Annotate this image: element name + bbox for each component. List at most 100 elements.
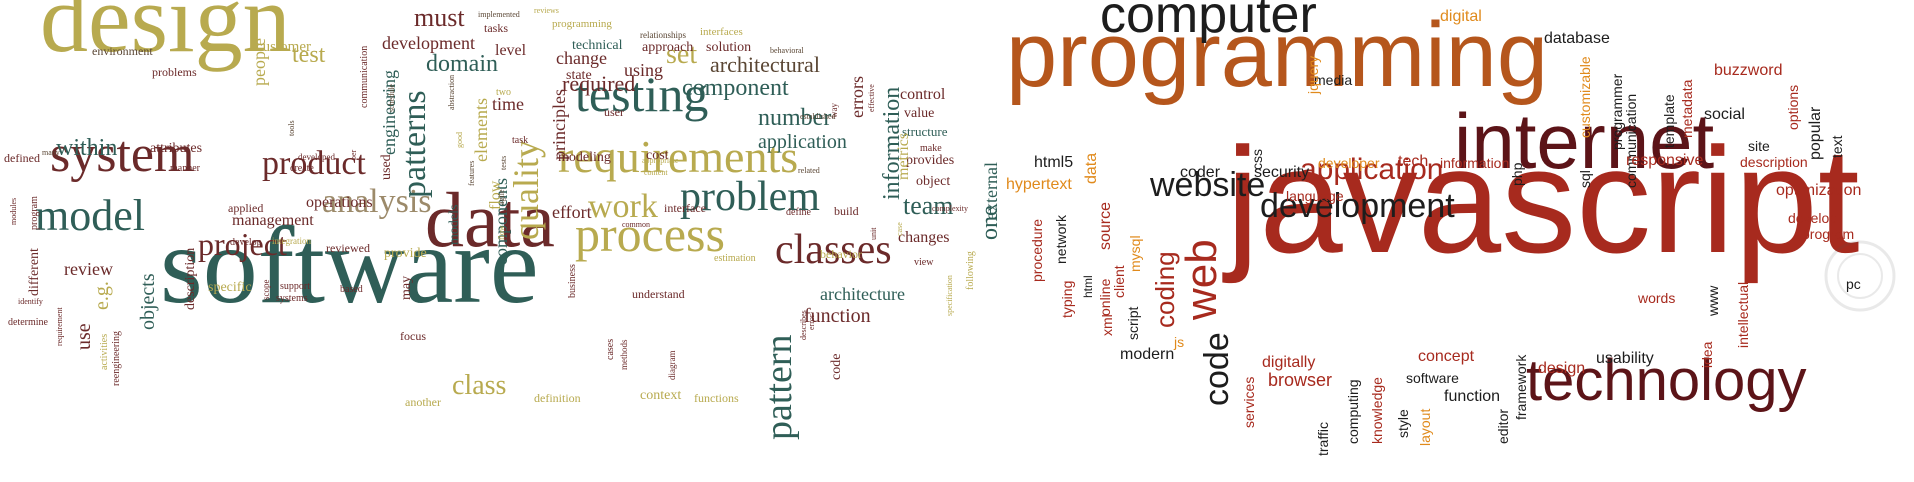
word-two: two [496, 86, 511, 98]
word-problem: problem [680, 173, 820, 220]
word-features: features [467, 160, 476, 186]
word-digitally: digitally [1262, 353, 1316, 371]
word-time: time [492, 94, 524, 115]
word-xml: xml [1099, 314, 1115, 336]
word-management: management [232, 211, 314, 229]
word-classes: classes [775, 226, 892, 273]
word-related: related [798, 166, 820, 176]
word-environment: environment [92, 44, 153, 59]
word-provide: provide [384, 245, 427, 261]
word-systems: systems [276, 292, 308, 304]
word-cost: cost [646, 147, 669, 163]
word-solution: solution [706, 39, 752, 55]
word-defined: defined [4, 151, 40, 166]
word-developed: developed [298, 151, 335, 162]
word-customer: customer [256, 38, 311, 55]
word-application: application [1300, 153, 1444, 187]
word-layout: layout [1417, 408, 1433, 446]
word-elements: elements [471, 98, 491, 162]
word-modern: modern [1120, 345, 1175, 363]
word-review: review [64, 259, 113, 280]
word-development: development [1260, 187, 1455, 226]
word-flow: flow [497, 225, 506, 240]
word-many: many [42, 148, 60, 158]
word-used: used [379, 154, 394, 180]
word-requirements: requirements [558, 131, 799, 183]
word-program: program [1802, 225, 1855, 242]
word-buzzword: buzzword [1714, 61, 1783, 79]
word-architectural: architectural [710, 51, 820, 77]
word-template: template [1661, 94, 1677, 148]
word-state: state [566, 67, 592, 83]
word-tools: tools [287, 120, 296, 136]
word-estimation: estimation [714, 252, 756, 264]
word-metadata: metadata [1679, 79, 1695, 138]
word-pattern: pattern [758, 334, 800, 440]
word-effective: effective [867, 84, 876, 112]
word-browser: browser [1268, 370, 1333, 391]
word-reviews: reviews [534, 6, 559, 16]
word-change: change [556, 48, 607, 69]
word-use: use [73, 323, 95, 350]
word-intellectual: intellectual [1735, 281, 1751, 348]
word-models: models [447, 204, 462, 245]
word-mysql: mysql [1127, 235, 1143, 272]
word-error: error [807, 314, 816, 330]
word-changes: changes [898, 228, 950, 246]
word-e-g-: e.g. [91, 281, 113, 310]
word-describes: describes [799, 310, 808, 340]
word-attributes: attributes [150, 140, 203, 156]
word-reengineering: reengineering [111, 331, 122, 386]
word-errors: errors [847, 76, 867, 118]
word-online: online [1097, 278, 1113, 316]
word-database: database [1544, 29, 1610, 47]
word-php: php [1509, 162, 1525, 186]
word-object: object [916, 173, 951, 189]
word-reviewed: reviewed [326, 241, 370, 256]
word-internet: internet [1454, 97, 1715, 186]
word-typing: typing [1059, 280, 1075, 318]
word-architecture: architecture [820, 284, 905, 305]
word-computing: computing [1345, 379, 1361, 444]
word-user: user [604, 105, 624, 120]
word-communication: communication [1623, 93, 1639, 188]
word-tests: tests [499, 155, 508, 170]
word-digital: digital [1440, 7, 1482, 25]
word-programming: programming [1006, 3, 1548, 106]
word-one: one [977, 205, 1003, 240]
word-optimization: optimization [1776, 181, 1862, 199]
word-data: data [425, 176, 555, 264]
word-build: build [834, 204, 859, 219]
word-services: services [1241, 376, 1257, 428]
word-interfaces: interfaces [700, 25, 743, 38]
word-component: component [682, 75, 789, 102]
word-software: software [1406, 369, 1459, 386]
word-scope: scope [261, 279, 271, 301]
word-technical: technical [572, 37, 623, 53]
word-established: established [800, 112, 836, 122]
word-common: common [622, 220, 650, 230]
word-network: network [1053, 214, 1069, 264]
word-value: value [904, 105, 935, 121]
word-within: within [56, 135, 118, 162]
word-per: per [349, 149, 358, 160]
word-description: description [1740, 153, 1808, 170]
word-development: development [382, 33, 475, 54]
word-media: media [1314, 71, 1353, 88]
word-web: web [1177, 239, 1226, 320]
word-javascript: javascript [1226, 116, 1860, 284]
word-jquery: jquery [1305, 55, 1321, 94]
word-approach: approach [642, 39, 694, 55]
word-develop: develop [230, 236, 262, 248]
word-control: control [900, 85, 946, 103]
word-system: system [50, 126, 195, 184]
word-provides: provides [906, 152, 955, 168]
word-tech: tech [1398, 152, 1429, 170]
word-developer: developer [1318, 154, 1380, 171]
word-based: based [340, 283, 363, 295]
word-pc: pc [1846, 275, 1861, 292]
word-engineering: engineering [379, 70, 399, 155]
word-text: text [1829, 135, 1845, 158]
word-develop: develop [1788, 209, 1838, 226]
